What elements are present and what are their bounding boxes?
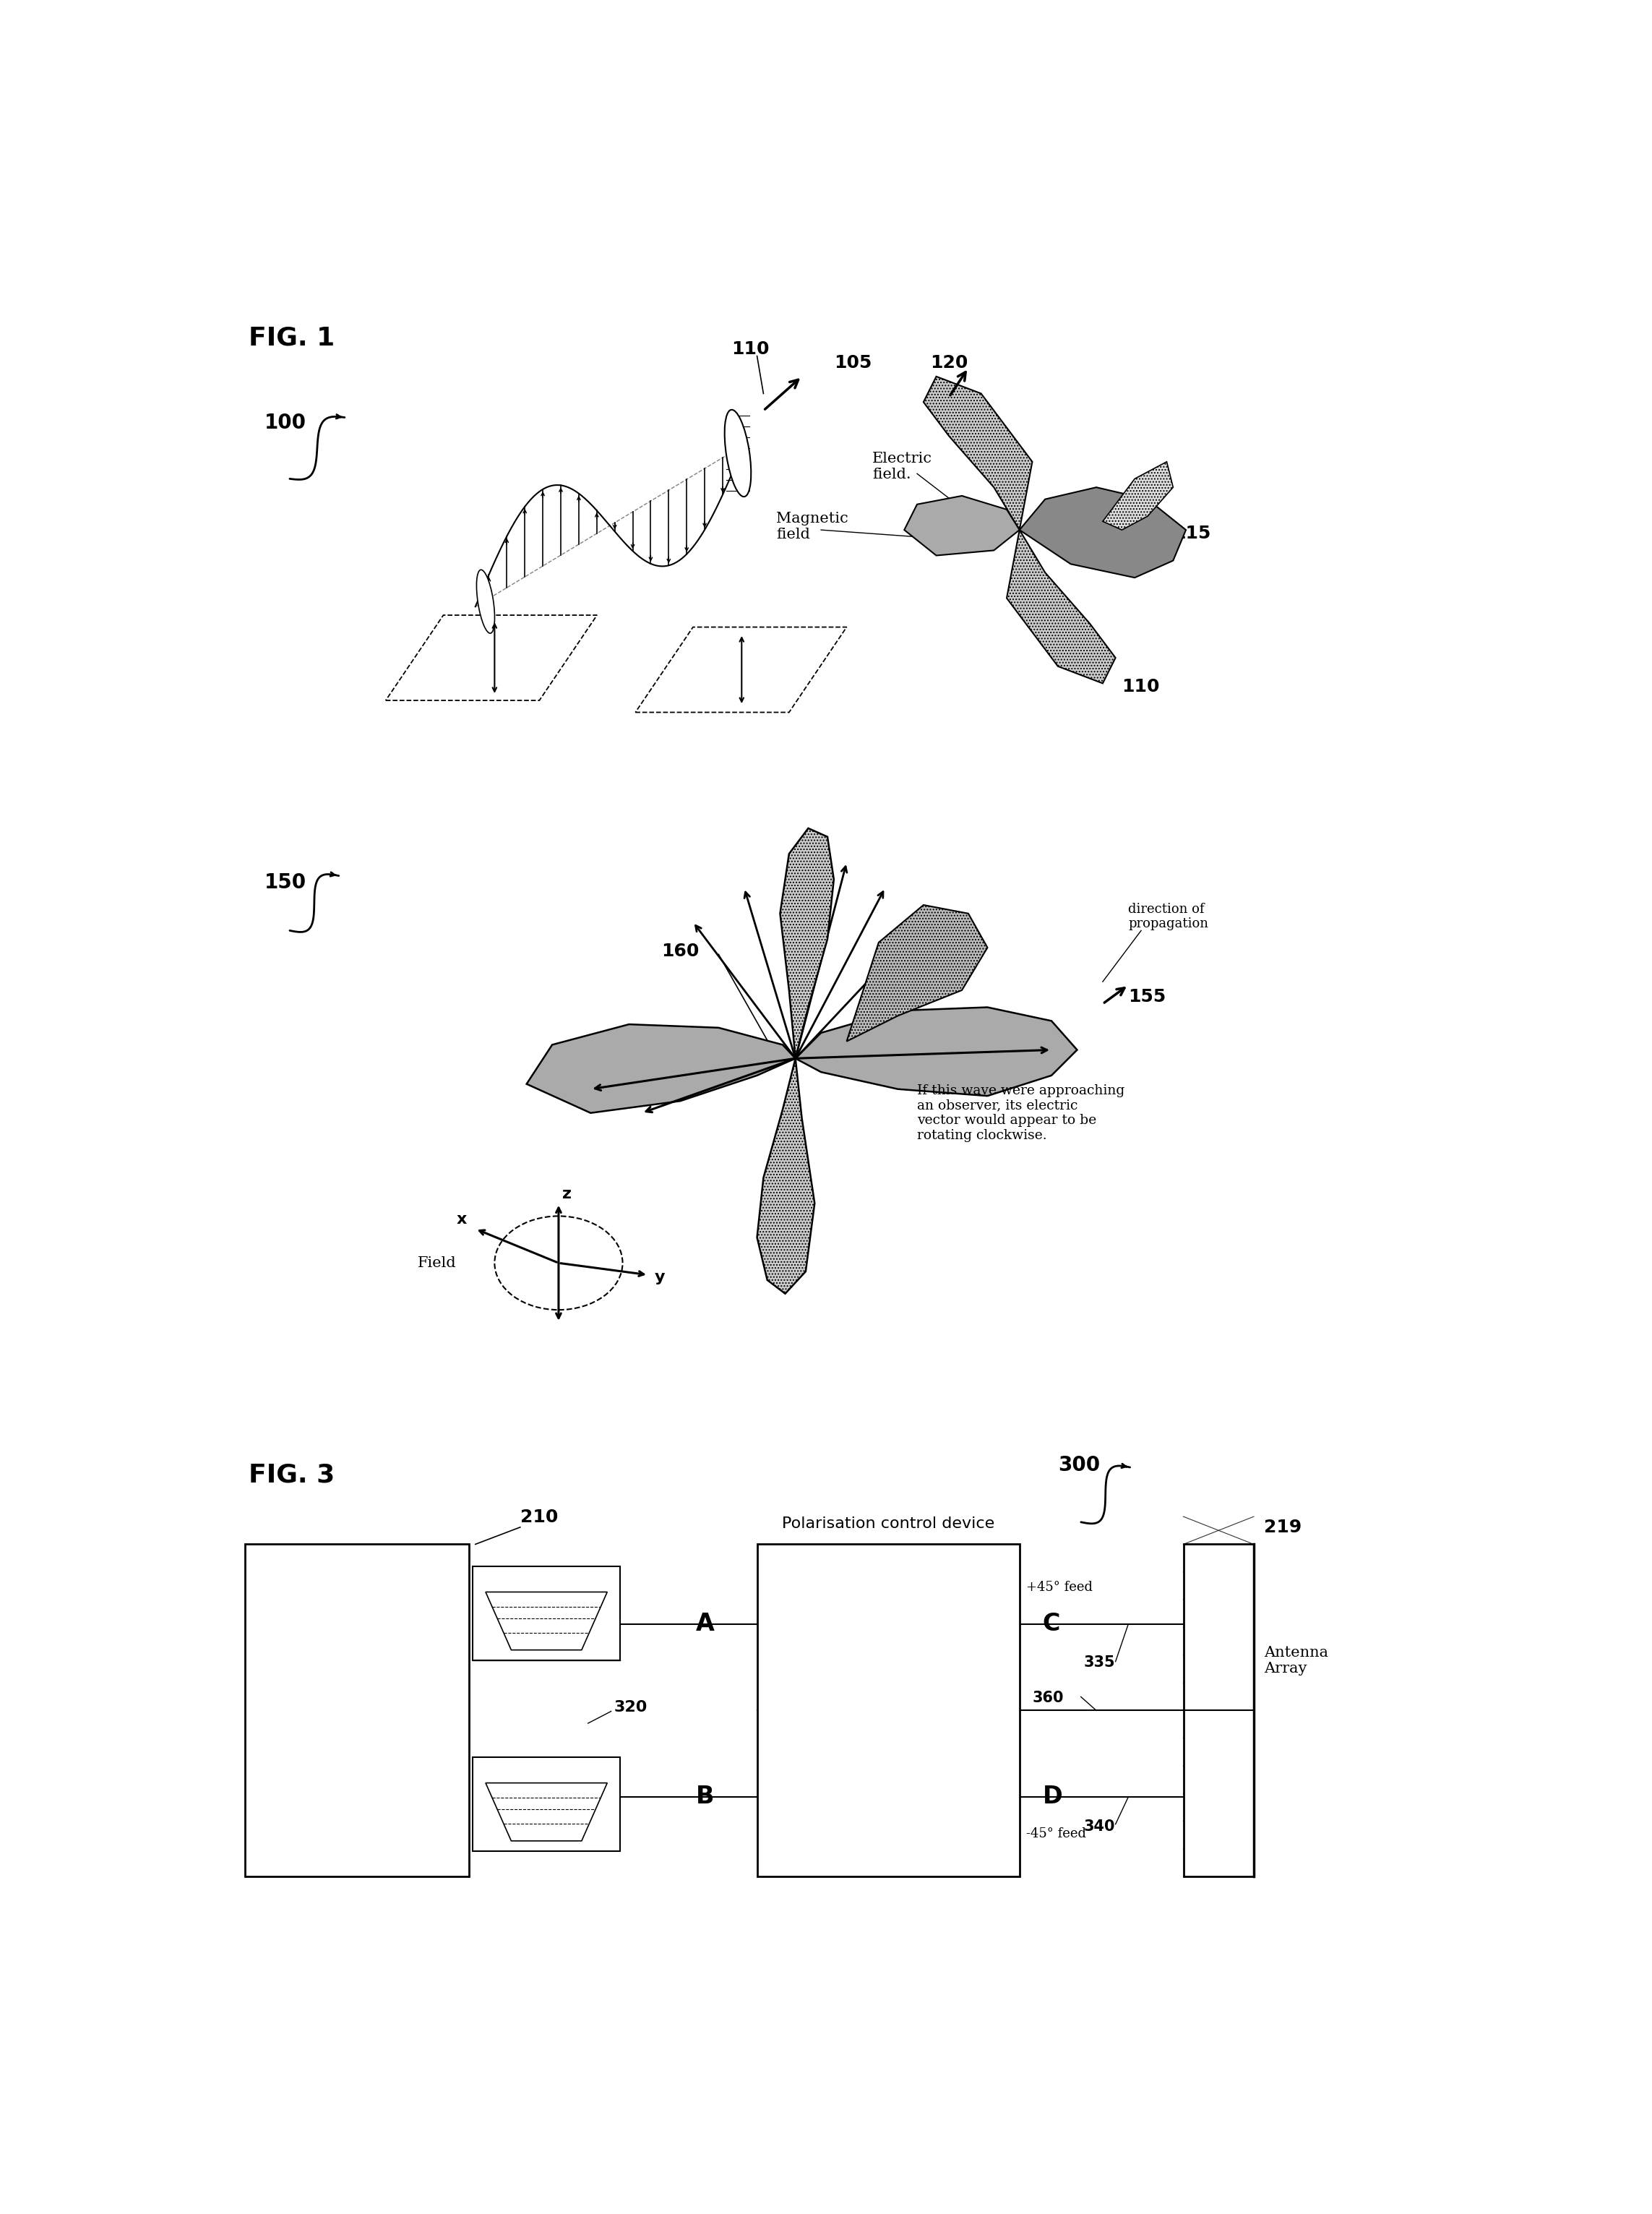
Text: Duplexor: Duplexor xyxy=(522,1583,572,1594)
Text: C: C xyxy=(1042,1612,1061,1636)
Text: 160: 160 xyxy=(661,943,699,959)
Bar xyxy=(472,1758,620,1851)
Text: If this wave were approaching
an observer, its electric
vector would appear to b: If this wave were approaching an observe… xyxy=(917,1085,1125,1142)
Text: Field: Field xyxy=(418,1255,456,1271)
Polygon shape xyxy=(527,1025,796,1114)
Text: A: A xyxy=(695,1612,714,1636)
Text: EnodeB: EnodeB xyxy=(311,1740,403,1760)
Text: Polarisation control device: Polarisation control device xyxy=(781,1517,995,1530)
Ellipse shape xyxy=(476,569,494,633)
Bar xyxy=(472,1568,620,1660)
Text: 320: 320 xyxy=(613,1700,648,1714)
Text: Duplexor: Duplexor xyxy=(522,1773,572,1784)
Polygon shape xyxy=(923,376,1032,529)
Text: +45° feed: +45° feed xyxy=(1026,1581,1092,1594)
Text: D: D xyxy=(1042,1784,1062,1809)
Text: FIG. 1: FIG. 1 xyxy=(249,325,335,350)
Text: 120: 120 xyxy=(930,354,968,372)
Text: z: z xyxy=(562,1187,572,1200)
Text: 219: 219 xyxy=(1264,1519,1302,1537)
Text: x: x xyxy=(456,1213,466,1227)
Text: Antenna
Array: Antenna Array xyxy=(1264,1645,1328,1676)
Text: Electric
field.: Electric field. xyxy=(872,452,932,483)
Text: -45° feed: -45° feed xyxy=(1026,1827,1085,1840)
Text: direction of
propagation: direction of propagation xyxy=(1128,903,1209,930)
Text: 325: 325 xyxy=(763,1656,795,1669)
Text: MIMO feed: MIMO feed xyxy=(770,1798,844,1811)
Text: 150: 150 xyxy=(264,872,306,892)
Polygon shape xyxy=(796,1007,1077,1096)
Text: B: B xyxy=(695,1784,714,1809)
Text: FIG. 3: FIG. 3 xyxy=(249,1463,335,1488)
Text: 360: 360 xyxy=(1032,1691,1064,1705)
Text: 115: 115 xyxy=(1173,525,1211,542)
Text: 155: 155 xyxy=(1128,987,1166,1005)
Text: 210: 210 xyxy=(520,1508,558,1525)
Text: 300: 300 xyxy=(1057,1455,1100,1475)
Bar xyxy=(1183,1545,1254,1877)
Text: 100: 100 xyxy=(264,412,306,432)
Bar xyxy=(757,1545,1019,1877)
Text: Magnetic
field: Magnetic field xyxy=(776,511,849,542)
Text: 110: 110 xyxy=(1122,677,1160,695)
Ellipse shape xyxy=(725,410,752,496)
Text: 340: 340 xyxy=(1084,1820,1115,1833)
Text: 105: 105 xyxy=(834,354,872,372)
Polygon shape xyxy=(757,1058,814,1293)
Polygon shape xyxy=(1104,463,1173,529)
Text: 335: 335 xyxy=(1084,1656,1115,1669)
Text: y: y xyxy=(654,1271,666,1284)
Text: 330: 330 xyxy=(763,1838,795,1853)
Polygon shape xyxy=(1019,487,1186,578)
Polygon shape xyxy=(780,828,834,1058)
Polygon shape xyxy=(904,496,1019,556)
Polygon shape xyxy=(1006,529,1115,684)
Text: 110: 110 xyxy=(732,341,770,359)
Polygon shape xyxy=(847,906,988,1041)
Text: MIMO feed: MIMO feed xyxy=(770,1599,844,1610)
Bar xyxy=(244,1545,469,1877)
